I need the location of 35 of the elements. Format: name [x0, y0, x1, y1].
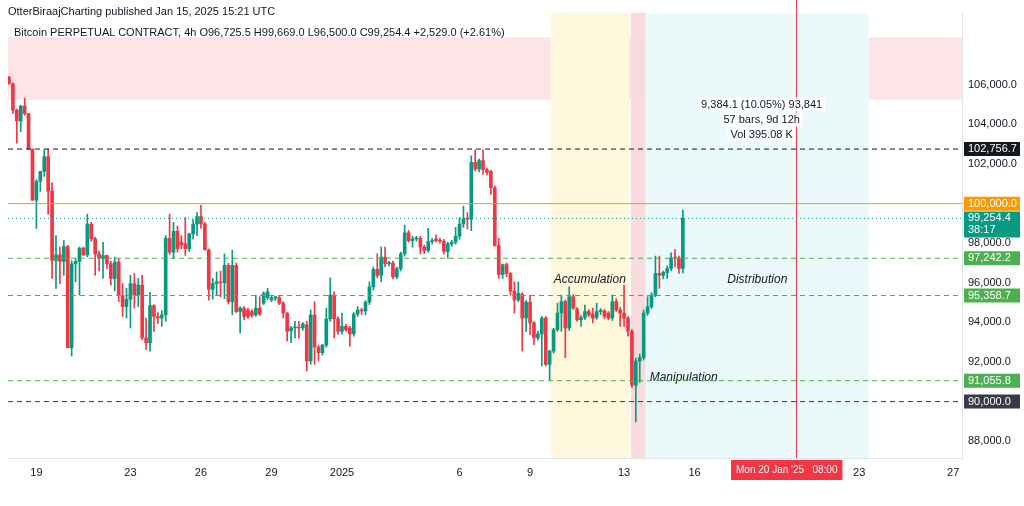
y-tick-label: 88,000.0 — [968, 434, 1011, 447]
ref-line-label: Mon 20 Jan '25 08:00 — [736, 463, 838, 475]
y-tick-label: 98,000.0 — [968, 236, 1011, 249]
x-tick-label: 9 — [526, 465, 534, 478]
ref-line-label: 97,242.2 — [968, 251, 1011, 264]
x-tick-label: 16 — [688, 465, 701, 478]
text: Bitcoin PERPETUAL CONTRACT, 4h O96,725.5 H99,669.0 L96,500.0 C99,254.4 +2,529.0 (+2.61%) — [14, 26, 505, 38]
x-tick-label: 23 — [124, 465, 137, 478]
ref-line-label: 95,358.7 — [968, 288, 1011, 301]
y-tick-label: 94,000.0 — [968, 315, 1011, 328]
ref-line-label: 102,756.7 — [968, 142, 1017, 155]
y-tick-label: 104,000.0 — [968, 117, 1017, 130]
band-label: Accumulation — [552, 272, 627, 287]
x-tick-label: 6 — [456, 465, 463, 478]
chart-title: OtterBiraajCharting published Jan 15, 2025 15:21 UTC — [8, 5, 276, 17]
ref-line-label: 90,000.0 — [968, 394, 1011, 407]
x-tick-label: 29 — [265, 465, 278, 478]
x-tick-label: 19 — [30, 465, 43, 478]
x-tick-label: 26 — [194, 465, 208, 478]
x-tick-label: 23 — [853, 465, 866, 478]
y-tick-label: 106,000.0 — [968, 77, 1017, 90]
y-tick-label: 92,000.0 — [968, 355, 1011, 368]
x-tick-label: 13 — [617, 465, 631, 478]
annotation: 9,384.1 (10.05%) 93,841 — [701, 97, 823, 110]
annotation: Vol 395.08 K — [730, 127, 794, 140]
ref-line-label: 99,254.4 38:17 — [968, 211, 1011, 236]
x-tick-label: 27 — [947, 465, 960, 478]
band-label: Manipulation — [649, 370, 718, 385]
ref-line-label: 100,000.0 — [968, 196, 1017, 209]
x-tick-label: 2025 — [329, 465, 355, 478]
ref-line-label: 91,055.8 — [968, 373, 1011, 386]
annotation: 57 bars, 9d 12h — [723, 112, 800, 125]
y-tick-label: 96,000.0 — [968, 275, 1011, 288]
y-tick-label: 102,000.0 — [968, 157, 1017, 170]
band-label: Distribution — [727, 272, 788, 287]
